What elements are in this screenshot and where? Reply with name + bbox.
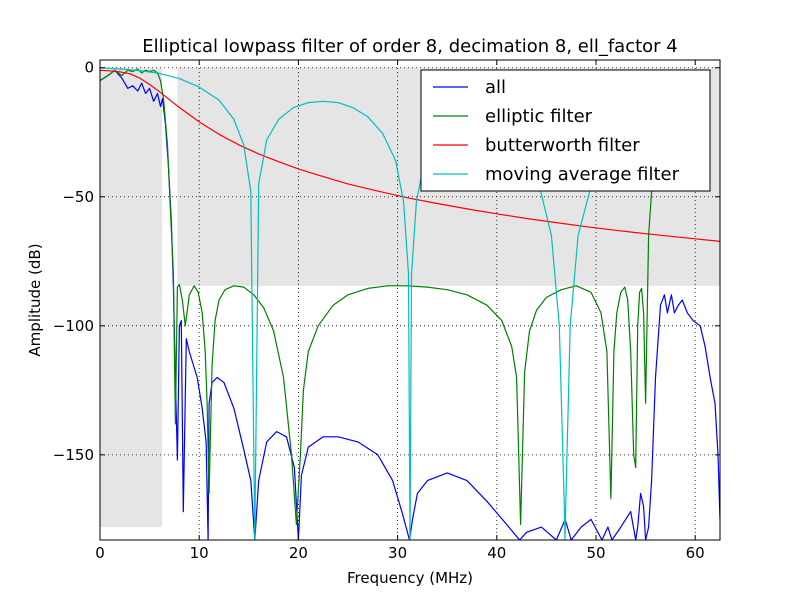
x-tick-label: 30 xyxy=(388,544,407,562)
legend: all elliptic filter butterworth filter movi… xyxy=(420,69,711,192)
x-axis-ticks: 0 10 20 30 40 50 60 xyxy=(95,60,705,562)
y-axis-ticks: 0 −50 −100 −150 xyxy=(53,59,720,464)
y-tick-label: −100 xyxy=(53,317,94,335)
x-tick-label: 0 xyxy=(95,544,105,562)
series-lines xyxy=(100,67,720,540)
y-tick-label: −50 xyxy=(62,188,94,206)
grid-lines xyxy=(100,60,720,540)
legend-label: butterworth filter xyxy=(485,135,640,156)
x-tick-label: 60 xyxy=(686,544,705,562)
plot-frame xyxy=(99,59,721,541)
y-axis-label: Amplitude (dB) xyxy=(26,243,44,356)
x-tick-label: 10 xyxy=(190,544,209,562)
series-line-butterworth-filter xyxy=(100,69,720,242)
legend-label: all xyxy=(485,77,506,98)
shaded-region-1 xyxy=(100,67,162,528)
x-tick-label: 40 xyxy=(487,544,506,562)
y-tick-label: −150 xyxy=(53,446,94,464)
x-tick-label: 50 xyxy=(586,544,605,562)
legend-label: elliptic filter xyxy=(485,106,593,127)
x-axis-label: Frequency (MHz) xyxy=(347,569,473,587)
series-line-elliptic-filter xyxy=(100,68,656,526)
series-line-moving-average-filter xyxy=(100,67,636,540)
chart-title: Elliptical lowpass filter of order 8, de… xyxy=(142,36,678,57)
legend-box xyxy=(420,69,711,192)
y-tick-label: 0 xyxy=(84,59,94,77)
x-tick-label: 20 xyxy=(289,544,308,562)
legend-label: moving average filter xyxy=(485,164,680,185)
